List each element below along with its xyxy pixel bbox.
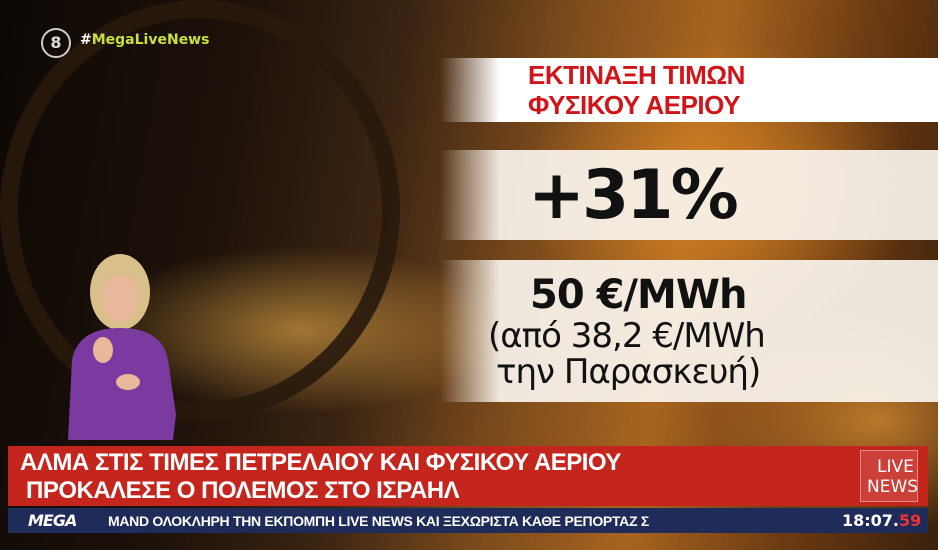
channel-logo: 8 <box>41 28 71 58</box>
headline-bar: ΑΛΜΑ ΣΤΙΣ ΤΙΜΕΣ ΠΕΤΡΕΛΑΙΟΥ ΚΑΙ ΦΥΣΙΚΟΥ Α… <box>8 446 928 506</box>
previous-price-line1: (από 38,2 €/MWh <box>488 316 766 356</box>
news-ticker: MEGA ΜAND ΟΛΟΚΛΗΡΗ ΤΗΝ ΕΚΠΟΜΠΗ LIVE NEWS… <box>8 508 928 533</box>
sign-language-interpreter <box>68 254 176 440</box>
price-panel: 50 €/MWh (από 38,2 €/MWh την Παρασκευή) <box>440 260 938 402</box>
hashtag: #MegaLiveNews <box>80 32 210 48</box>
previous-price-line2: την Παρασκευή) <box>496 352 761 392</box>
change-panel: +31% <box>440 150 938 240</box>
current-price: 50 €/MWh <box>530 272 747 318</box>
price-change: +31% <box>528 155 739 235</box>
infographic-title-panel: ΕΚΤΙΝΑΞΗ ΤΙΜΩΝ ΦΥΣΙΚΟΥ ΑΕΡΙΟΥ <box>440 58 938 122</box>
infographic-title-line1: ΕΚΤΙΝΑΞΗ ΤΙΜΩΝ <box>528 60 745 90</box>
headline-line2: ΠΡΟΚΑΛΕΣΕ Ο ΠΟΛΕΜΟΣ ΣΤΟ ΙΣΡΑΗΛ <box>26 477 460 504</box>
live-news-badge: LIVE NEWS <box>860 450 918 502</box>
clock: 18:07.59 <box>842 511 922 530</box>
ticker-text: ΜAND ΟΛΟΚΛΗΡΗ ΤΗΝ ΕΚΠΟΜΠΗ LIVE NEWS ΚΑΙ … <box>108 512 649 529</box>
mega-logo: MEGA <box>28 511 77 530</box>
infographic-title-line2: ΦΥΣΙΚΟΥ ΑΕΡΙΟΥ <box>528 90 741 120</box>
headline-line1: ΑΛΜΑ ΣΤΙΣ ΤΙΜΕΣ ΠΕΤΡΕΛΑΙΟΥ ΚΑΙ ΦΥΣΙΚΟΥ Α… <box>20 449 621 476</box>
